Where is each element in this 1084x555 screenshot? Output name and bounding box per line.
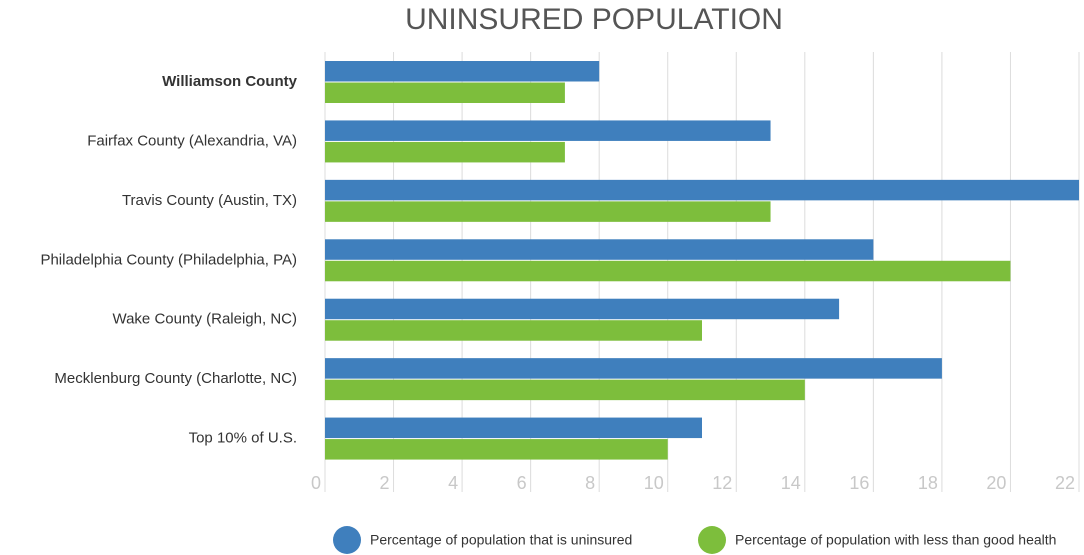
x-tick-label: 0 xyxy=(311,473,321,493)
x-tick-label: 16 xyxy=(849,473,869,493)
y-tick-label: Philadelphia County (Philadelphia, PA) xyxy=(40,251,297,268)
x-tick-label: 18 xyxy=(918,473,938,493)
legend-label: Percentage of population with less than … xyxy=(735,532,1056,548)
y-tick-label: Mecklenburg County (Charlotte, NC) xyxy=(54,370,297,387)
bar xyxy=(325,82,565,103)
chart-title: UNINSURED POPULATION xyxy=(405,3,783,36)
x-tick-label: 2 xyxy=(380,473,390,493)
bar xyxy=(325,201,771,222)
legend-label: Percentage of population that is uninsur… xyxy=(370,532,632,548)
x-tick-label: 20 xyxy=(986,473,1006,493)
bar xyxy=(325,260,1011,282)
bar xyxy=(325,298,840,320)
x-tick-label: 8 xyxy=(585,473,595,493)
bar xyxy=(325,179,1079,201)
bar xyxy=(325,439,668,460)
x-tick-label: 22 xyxy=(1055,473,1075,493)
y-tick-label: Williamson County xyxy=(162,73,298,90)
bar xyxy=(325,379,805,401)
bar xyxy=(325,61,600,82)
x-tick-label: 12 xyxy=(712,473,732,493)
bar xyxy=(325,358,942,379)
legend-swatch xyxy=(698,526,726,554)
x-tick-label: 6 xyxy=(517,473,527,493)
bar xyxy=(325,417,702,439)
y-tick-label: Wake County (Raleigh, NC) xyxy=(112,311,297,328)
bar xyxy=(325,320,702,341)
y-tick-label: Fairfax County (Alexandria, VA) xyxy=(87,132,297,149)
bar xyxy=(325,141,565,163)
y-tick-label: Top 10% of U.S. xyxy=(189,430,297,447)
x-tick-label: 14 xyxy=(781,473,801,493)
x-tick-label: 10 xyxy=(644,473,664,493)
y-tick-label: Travis County (Austin, TX) xyxy=(122,192,297,209)
bar xyxy=(325,239,874,260)
x-tick-label: 4 xyxy=(448,473,458,493)
legend-swatch xyxy=(333,526,361,554)
bar xyxy=(325,120,771,141)
